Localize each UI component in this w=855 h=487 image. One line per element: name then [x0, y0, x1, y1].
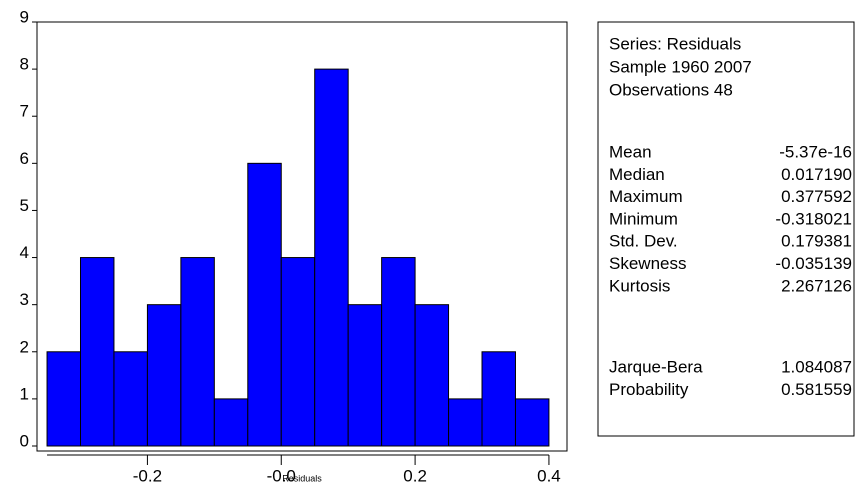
- bar: [414, 304, 450, 447]
- stat-name: Skewness: [609, 254, 686, 273]
- stat-value: 0.377592: [781, 187, 852, 206]
- stat-value: 0.179381: [781, 232, 852, 251]
- y-tick-label: 5: [20, 196, 29, 215]
- bar: [280, 257, 316, 447]
- stat-value: -5.37e-16: [779, 142, 852, 161]
- y-tick-label: 2: [20, 337, 29, 356]
- bar: [247, 162, 282, 447]
- test-name: Probability: [609, 380, 689, 399]
- y-tick-label: 6: [20, 149, 29, 168]
- x-tick-label: -0.0: [267, 466, 296, 485]
- stats-header: Sample 1960 2007: [609, 57, 752, 76]
- bar: [213, 398, 249, 447]
- stat-name: Kurtosis: [609, 276, 670, 295]
- stat-value: -0.035139: [775, 254, 852, 273]
- test-value: 0.581559: [781, 380, 852, 399]
- y-tick-label: 3: [20, 290, 29, 309]
- bar: [347, 304, 383, 447]
- bar: [113, 351, 148, 447]
- stats-header: Observations 48: [609, 80, 733, 99]
- stats-frame: [597, 21, 855, 437]
- y-tick-label: 7: [20, 102, 29, 121]
- x-tick-label: 0.2: [403, 466, 427, 485]
- stat-name: Mean: [609, 142, 652, 161]
- stat-name: Maximum: [609, 187, 683, 206]
- bar: [314, 68, 349, 447]
- stats-header: Series: Residuals: [609, 34, 741, 53]
- stat-name: Minimum: [609, 209, 678, 228]
- y-tick-label: 9: [20, 7, 29, 26]
- bar: [481, 351, 516, 447]
- bar: [180, 257, 215, 447]
- stat-value: -0.318021: [775, 209, 852, 228]
- bar: [514, 398, 550, 447]
- bar: [381, 257, 416, 447]
- bar: [46, 351, 81, 447]
- test-value: 1.084087: [781, 357, 852, 376]
- stat-value: 0.017190: [781, 165, 852, 184]
- stat-name: Std. Dev.: [609, 232, 678, 251]
- x-tick-label: 0.4: [537, 466, 561, 485]
- y-tick-label: 4: [20, 243, 29, 262]
- bar: [79, 257, 115, 447]
- test-name: Jarque-Bera: [609, 357, 703, 376]
- stat-value: 2.267126: [781, 276, 852, 295]
- bar: [448, 398, 483, 447]
- y-tick-label: 8: [20, 55, 29, 74]
- x-tick-label: -0.2: [133, 466, 162, 485]
- y-tick-label: 0: [20, 431, 29, 450]
- plot-frame: [36, 21, 568, 452]
- bar: [146, 304, 182, 447]
- y-tick-label: 1: [20, 384, 29, 403]
- x-axis-label: Residuals: [282, 473, 322, 483]
- stat-name: Median: [609, 165, 665, 184]
